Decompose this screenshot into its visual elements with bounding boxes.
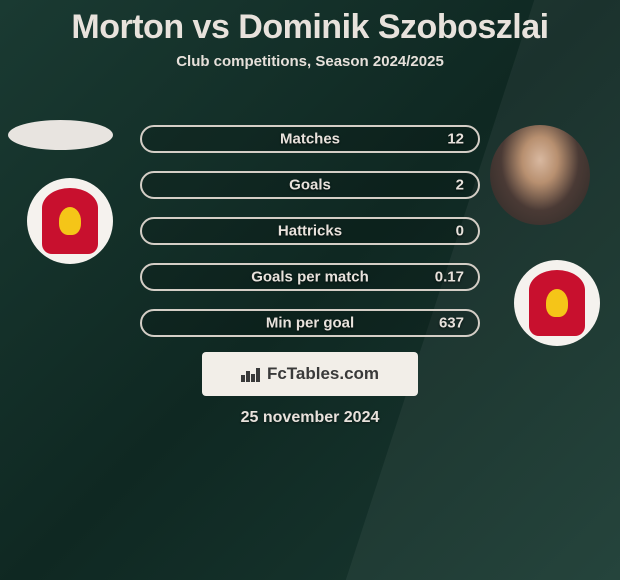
- bar-chart-icon: [241, 366, 261, 382]
- stat-bar: Goals 2: [140, 171, 480, 199]
- stat-value: 2: [456, 177, 464, 194]
- watermark-text: FcTables.com: [267, 364, 379, 384]
- comparison-date: 25 november 2024: [0, 409, 620, 427]
- player-right-avatar: [490, 125, 590, 225]
- stat-label: Goals: [142, 177, 478, 194]
- stat-bar: Matches 12: [140, 125, 480, 153]
- stat-bar: Hattricks 0: [140, 217, 480, 245]
- stat-label: Hattricks: [142, 223, 478, 240]
- comparison-infographic: Morton vs Dominik Szoboszlai Club compet…: [0, 0, 620, 580]
- stat-label: Goals per match: [142, 269, 478, 286]
- club-right-badge: [514, 260, 600, 346]
- stat-bar: Min per goal 637: [140, 309, 480, 337]
- stat-value: 0.17: [435, 269, 464, 286]
- stat-value: 637: [439, 315, 464, 332]
- stats-bars: Matches 12 Goals 2 Hattricks 0 Goals per…: [140, 125, 480, 355]
- stat-label: Matches: [142, 131, 478, 148]
- liverpool-crest-icon: [42, 188, 98, 254]
- stat-bar: Goals per match 0.17: [140, 263, 480, 291]
- player-left-avatar: [8, 120, 113, 150]
- watermark: FcTables.com: [202, 352, 418, 396]
- club-left-badge: [27, 178, 113, 264]
- stat-value: 12: [447, 131, 464, 148]
- liverpool-crest-icon: [529, 270, 585, 336]
- stat-value: 0: [456, 223, 464, 240]
- stat-label: Min per goal: [142, 315, 478, 332]
